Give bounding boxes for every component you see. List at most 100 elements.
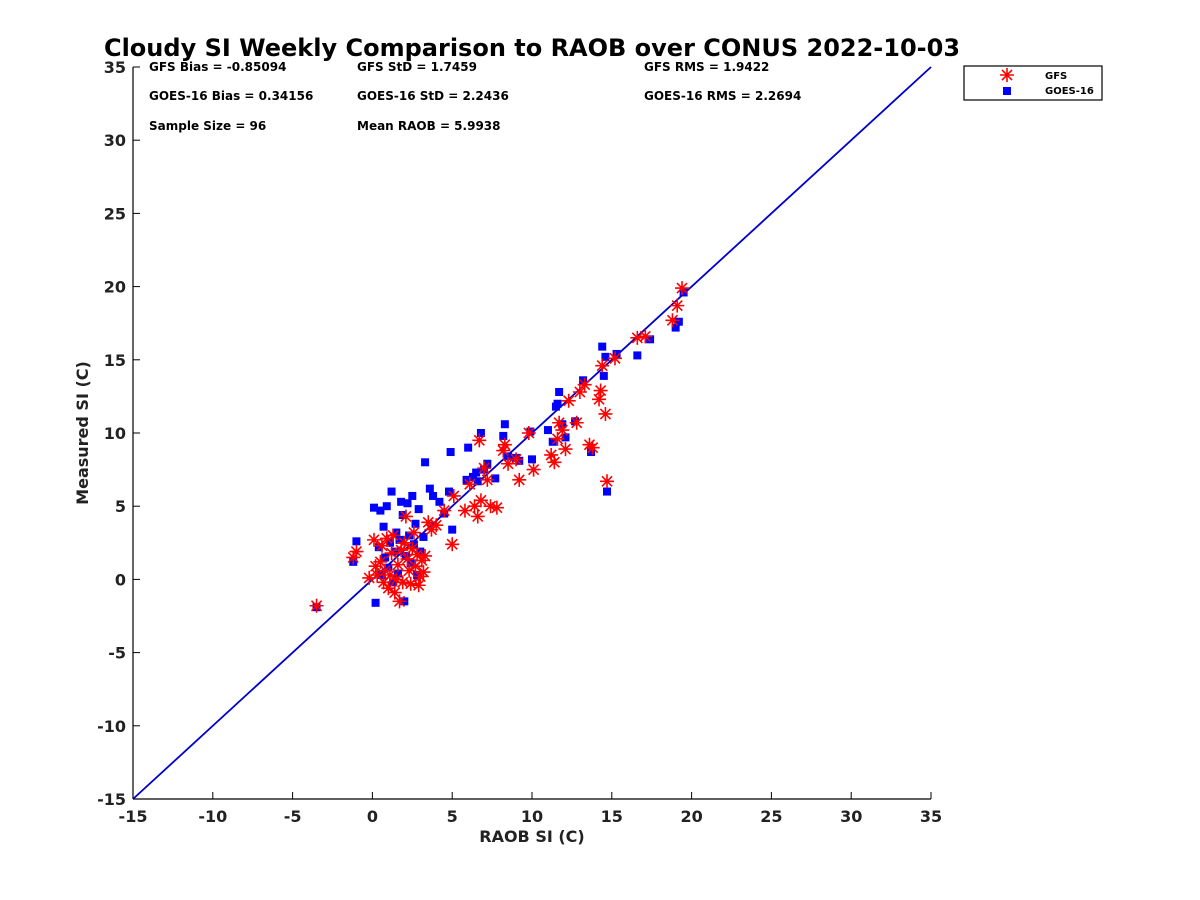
data-marks xyxy=(309,281,690,613)
goes16-point xyxy=(385,538,394,547)
goes16-point xyxy=(491,474,500,483)
gfs-point xyxy=(467,499,482,514)
legend-gfs-label: GFS xyxy=(1045,71,1067,82)
y-tick-label: 30 xyxy=(104,131,126,150)
gfs-point xyxy=(366,532,381,547)
gfs-point xyxy=(552,415,567,430)
stat-annotation: GOES-16 StD = 2.2436 xyxy=(357,89,509,103)
gfs-point xyxy=(370,568,385,583)
legend-box xyxy=(963,65,1103,101)
goes16-point xyxy=(413,571,422,580)
gfs-point xyxy=(413,569,428,584)
goes16-point xyxy=(646,335,655,344)
gfs-point xyxy=(397,535,412,550)
goes16-point xyxy=(499,431,508,440)
goes16-point xyxy=(483,459,492,468)
goes16-point xyxy=(612,349,621,358)
goes16-point xyxy=(405,531,414,540)
goes16-point xyxy=(421,458,430,467)
gfs-point xyxy=(418,548,433,563)
stat-annotation: GFS RMS = 1.9422 xyxy=(644,60,769,74)
y-tick-label: 35 xyxy=(104,58,126,77)
gfs-point xyxy=(473,493,488,508)
goes16-point xyxy=(408,491,417,500)
goes16-point xyxy=(393,569,402,578)
goes16-point xyxy=(406,559,415,568)
gfs-point xyxy=(592,392,607,407)
gfs-point xyxy=(349,544,364,559)
goes16-point xyxy=(674,317,683,326)
goes16-point xyxy=(473,477,482,486)
gfs-point xyxy=(472,433,487,448)
goes16-point xyxy=(414,505,423,514)
gfs-point xyxy=(561,393,576,408)
gfs-point xyxy=(381,581,396,596)
gfs-point xyxy=(398,509,413,524)
y-tick-label: 5 xyxy=(115,497,126,516)
gfs-point xyxy=(598,406,613,421)
goes16-point xyxy=(587,448,596,457)
goes16-point xyxy=(553,399,562,408)
gfs-point xyxy=(480,472,495,487)
gfs-point xyxy=(630,330,645,345)
y-tick-label: -5 xyxy=(108,644,126,663)
gfs-point xyxy=(437,503,452,518)
gfs-point xyxy=(410,547,425,562)
y-tick-label: 10 xyxy=(104,424,126,443)
gfs-point xyxy=(457,503,472,518)
goes16-point xyxy=(462,475,471,484)
goes16-point xyxy=(472,468,481,477)
goes16-point xyxy=(515,456,524,465)
x-tick-label: 30 xyxy=(840,807,862,826)
goes16-point xyxy=(411,519,420,528)
legend: GFS GOES-16 xyxy=(963,65,1103,101)
legend-goes16-label: GOES-16 xyxy=(1045,86,1094,97)
goes16-point xyxy=(352,537,361,546)
legend-goes16-symbol xyxy=(1003,87,1011,95)
gfs-point xyxy=(421,515,436,530)
goes16-point xyxy=(679,288,688,297)
gfs-point xyxy=(362,570,377,585)
goes16-point xyxy=(548,437,557,446)
gfs-point xyxy=(406,525,421,540)
legend-gfs-symbol xyxy=(1000,68,1014,82)
goes16-point xyxy=(425,484,434,493)
gfs-point xyxy=(403,576,418,591)
gfs-point xyxy=(509,452,524,467)
gfs-point xyxy=(389,572,404,587)
stat-annotation: Mean RAOB = 5.9938 xyxy=(357,119,501,133)
stat-annotation: GFS StD = 1.7459 xyxy=(357,60,477,74)
x-tick-label: 25 xyxy=(760,807,782,826)
gfs-point xyxy=(376,575,391,590)
gfs-point xyxy=(429,518,444,533)
gfs-point xyxy=(501,456,516,471)
goes16-point xyxy=(464,443,473,452)
gfs-point xyxy=(477,461,492,476)
gfs-point xyxy=(670,298,685,313)
x-tick-label: -15 xyxy=(119,807,148,826)
x-tick-label: 35 xyxy=(920,807,942,826)
stats-annotations: GFS Bias = -0.85094 GFS StD = 1.7459 GFS R… xyxy=(149,60,801,133)
gfs-point xyxy=(544,447,559,462)
x-tick-label: 15 xyxy=(601,807,623,826)
goes16-point xyxy=(528,455,536,464)
gfs-point xyxy=(593,383,608,398)
stat-annotation: GFS Bias = -0.85094 xyxy=(149,60,286,74)
gfs-point xyxy=(526,462,541,477)
gfs-point xyxy=(569,415,584,430)
gfs-point xyxy=(416,565,431,580)
gfs-point xyxy=(395,575,410,590)
gfs-point xyxy=(521,426,536,440)
goes16-point xyxy=(409,540,418,549)
gfs-point xyxy=(390,557,405,572)
gfs-point xyxy=(675,281,690,296)
y-tick-label: -15 xyxy=(97,790,126,809)
y-tick-label: -10 xyxy=(97,717,126,736)
gfs-point xyxy=(547,455,562,470)
goes16-point xyxy=(561,433,570,442)
gfs-point xyxy=(600,474,615,489)
x-axis-label: RAOB SI (C) xyxy=(479,827,584,846)
goes16-point xyxy=(382,502,391,511)
y-tick-label: 20 xyxy=(104,278,126,297)
gfs-point xyxy=(470,509,485,524)
